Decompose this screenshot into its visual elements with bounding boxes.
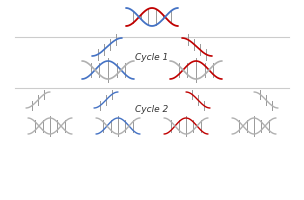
- Text: Cycle 1: Cycle 1: [135, 52, 169, 62]
- Text: Cycle 2: Cycle 2: [135, 106, 169, 114]
